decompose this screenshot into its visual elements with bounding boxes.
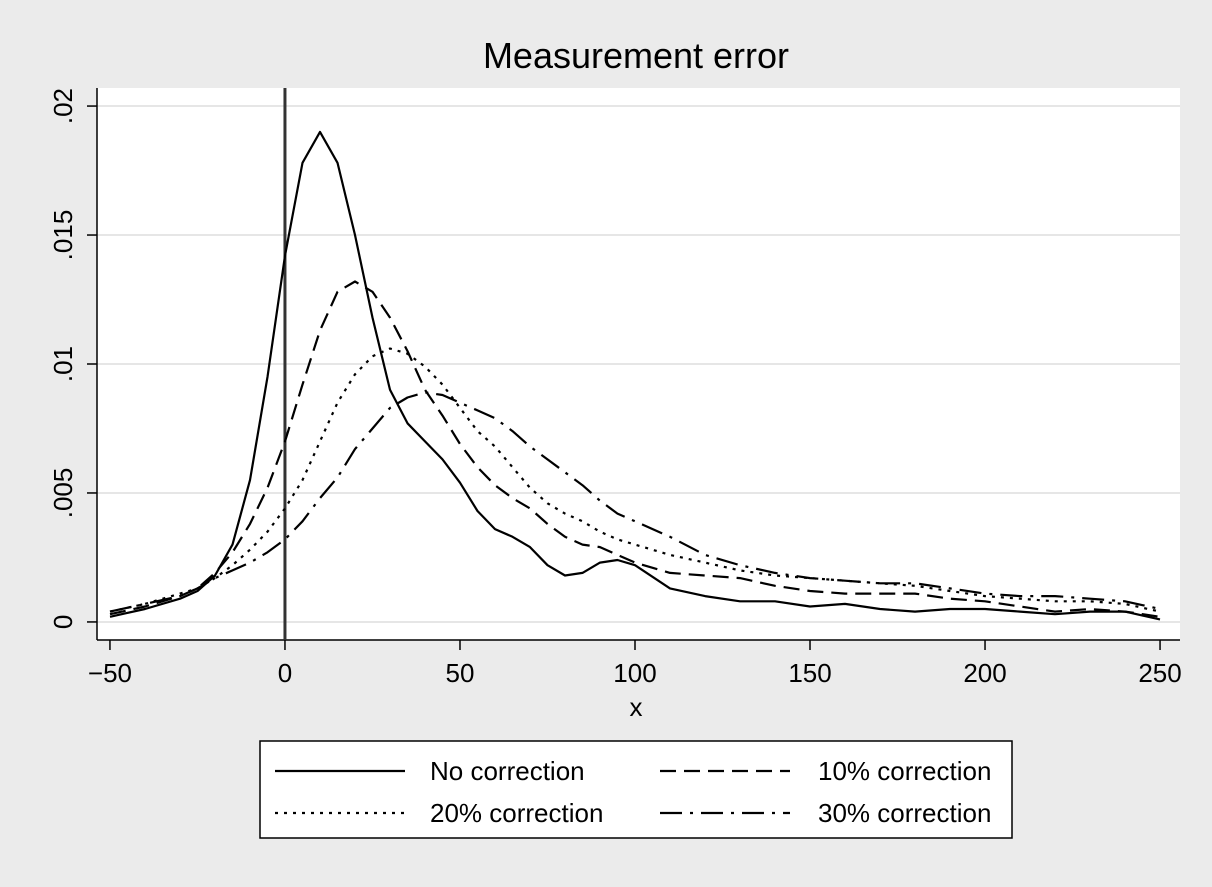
x-tick-label: 150: [788, 658, 831, 688]
x-axis-label: x: [630, 692, 643, 722]
y-tick-label: .02: [48, 88, 78, 124]
legend-box: [259, 740, 1013, 839]
x-tick-label: 0: [278, 658, 292, 688]
x-tick-label: 100: [613, 658, 656, 688]
y-tick-label: .015: [48, 210, 78, 261]
legend-label: 30% correction: [818, 798, 991, 828]
legend-label: 10% correction: [818, 756, 991, 786]
y-tick-label: 0: [48, 615, 78, 629]
data-line: [109, 280, 1161, 618]
legend-label: 20% correction: [430, 798, 603, 828]
x-tick-label: −50: [88, 658, 132, 688]
legend-label: No correction: [430, 756, 585, 786]
x-tick-label: 250: [1138, 658, 1181, 688]
y-tick-label: .005: [48, 468, 78, 519]
y-tick-label: .01: [48, 346, 78, 382]
data-line: [109, 130, 1161, 621]
data-line: [109, 391, 1161, 613]
x-tick-label: 200: [963, 658, 1006, 688]
chart-title: Measurement error: [483, 35, 789, 76]
x-tick-label: 50: [446, 658, 475, 688]
